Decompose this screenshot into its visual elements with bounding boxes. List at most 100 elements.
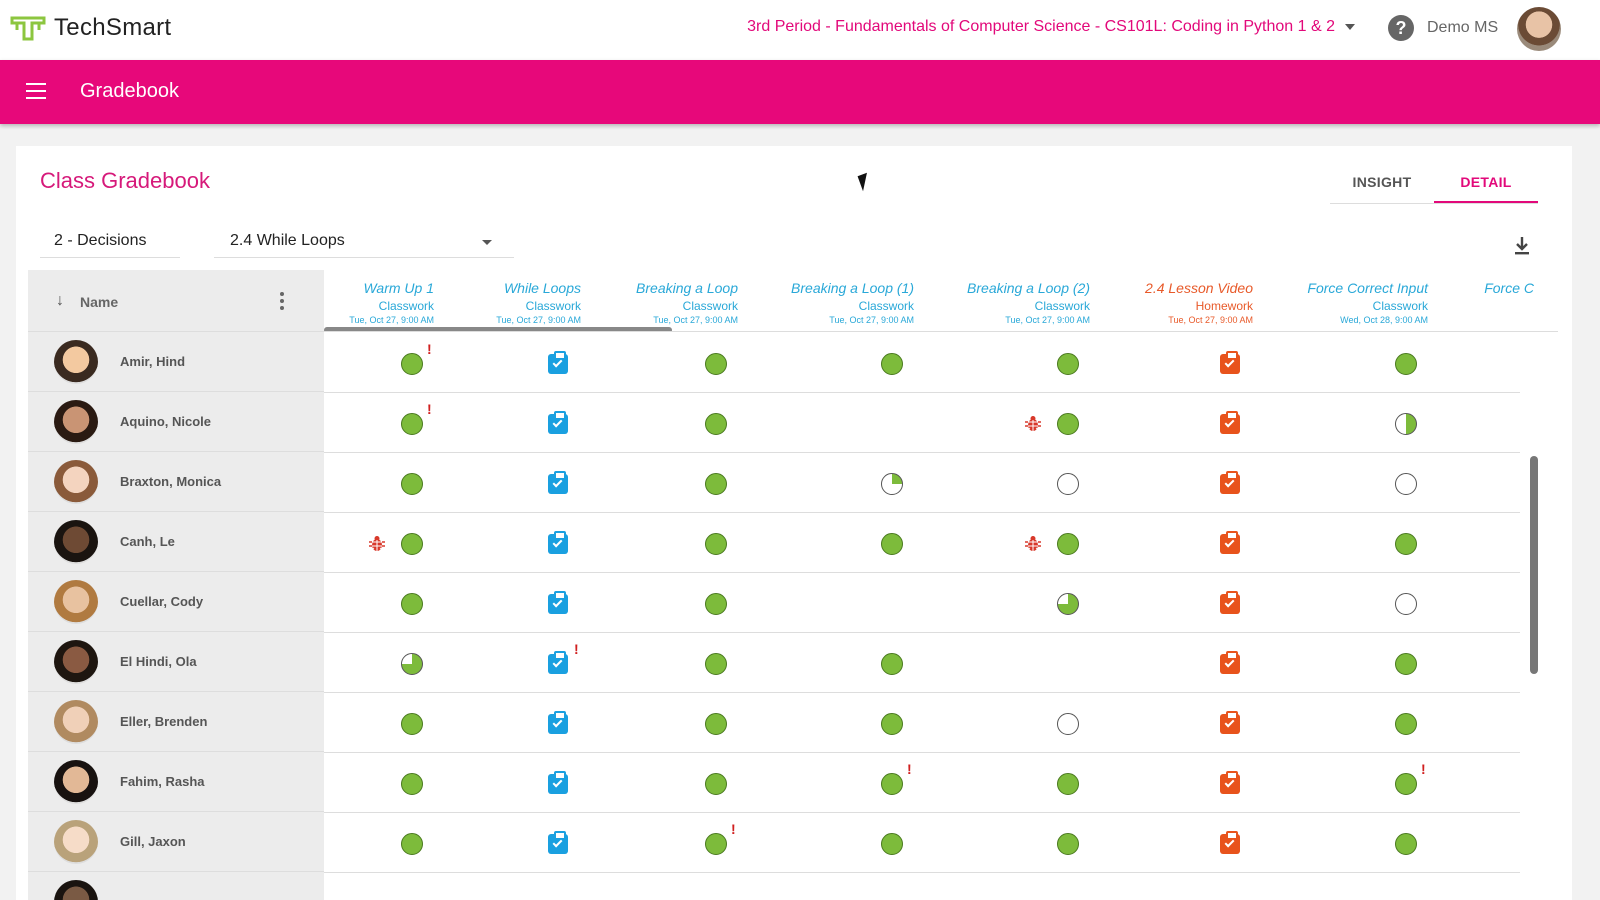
student-avatar (54, 460, 98, 504)
complete-dot-icon[interactable] (881, 833, 903, 855)
complete-dot-icon[interactable] (881, 533, 903, 555)
name-column-header[interactable]: ↓ Name (28, 270, 324, 332)
assignment-header[interactable]: Breaking a Loop Classwork Tue, Oct 27, 9:0… (588, 280, 738, 325)
student-row[interactable]: Cuellar, Cody (28, 572, 324, 632)
assignment-header[interactable]: Warm Up 1 Classwork Tue, Oct 27, 9:00 AM (324, 280, 434, 325)
complete-dot-icon[interactable] (705, 413, 727, 435)
clipboard-check-icon[interactable] (548, 771, 570, 795)
kebab-icon[interactable] (280, 292, 284, 310)
complete-dot-icon[interactable] (705, 593, 727, 615)
lesson-selector[interactable]: 2.4 While Loops (214, 228, 514, 258)
complete-dot-icon[interactable]: ! (705, 821, 736, 855)
tab-insight[interactable]: INSIGHT (1352, 174, 1412, 190)
exclamation-icon: ! (731, 821, 736, 837)
homework-check-icon[interactable] (1220, 351, 1242, 375)
complete-dot-icon[interactable] (1025, 413, 1079, 435)
partial-progress-icon[interactable] (881, 473, 903, 495)
complete-dot-icon[interactable] (705, 773, 727, 795)
complete-dot-icon[interactable] (401, 473, 423, 495)
assignment-header[interactable]: Breaking a Loop (2) Classwork Tue, Oct 27,… (930, 280, 1090, 325)
user-avatar[interactable] (1517, 7, 1561, 51)
course-selector[interactable]: 3rd Period - Fundamentals of Computer Sc… (747, 18, 1355, 36)
user-name[interactable]: Demo MS (1427, 19, 1499, 36)
not-started-icon[interactable] (1057, 473, 1079, 495)
student-row[interactable]: Fahim, Rasha (28, 752, 324, 812)
clipboard-check-icon[interactable] (548, 831, 570, 855)
complete-dot-icon[interactable] (401, 593, 423, 615)
clipboard-check-icon[interactable] (548, 711, 570, 735)
techsmart-logo-icon (10, 16, 46, 41)
student-row[interactable]: El Hindi, Ola (28, 632, 324, 692)
help-icon[interactable]: ? (1388, 15, 1414, 41)
complete-dot-icon[interactable] (369, 533, 423, 555)
complete-dot-icon[interactable] (401, 833, 423, 855)
clipboard-check-icon[interactable] (548, 351, 570, 375)
partial-progress-icon[interactable] (1057, 593, 1079, 615)
student-row[interactable]: Braxton, Monica (28, 452, 324, 512)
clipboard-check-icon[interactable] (548, 411, 570, 435)
assignment-header[interactable]: 2.4 Lesson Video Homework Tue, Oct 27, 9:0… (1103, 280, 1253, 325)
complete-dot-icon[interactable] (1395, 713, 1417, 735)
complete-dot-icon[interactable] (1395, 353, 1417, 375)
clipboard-check-icon[interactable] (548, 591, 570, 615)
homework-check-icon[interactable] (1220, 411, 1242, 435)
horizontal-scrollbar[interactable] (324, 327, 672, 331)
not-started-icon[interactable] (1395, 473, 1417, 495)
menu-icon[interactable] (26, 83, 46, 99)
complete-dot-icon[interactable] (1057, 773, 1079, 795)
complete-dot-icon[interactable]: ! (401, 341, 432, 375)
homework-check-icon[interactable] (1220, 831, 1242, 855)
complete-dot-icon[interactable] (881, 353, 903, 375)
student-row[interactable] (28, 872, 324, 900)
homework-check-icon[interactable] (1220, 651, 1242, 675)
not-started-icon[interactable] (1395, 593, 1417, 615)
homework-check-icon[interactable] (1220, 771, 1242, 795)
clipboard-check-icon[interactable] (548, 471, 570, 495)
homework-check-icon[interactable] (1220, 711, 1242, 735)
not-started-icon[interactable] (1057, 713, 1079, 735)
complete-dot-icon[interactable] (1025, 533, 1079, 555)
homework-check-icon[interactable] (1220, 591, 1242, 615)
clipboard-check-icon[interactable] (548, 531, 570, 555)
student-row[interactable]: Aquino, Nicole (28, 392, 324, 452)
download-icon[interactable] (1514, 236, 1530, 256)
assignment-header[interactable]: While Loops Classwork Tue, Oct 27, 9:00 AM (441, 280, 581, 325)
exclamation-icon: ! (574, 641, 579, 657)
partial-progress-icon[interactable] (1395, 413, 1417, 435)
vertical-scrollbar[interactable] (1530, 456, 1538, 674)
complete-dot-icon[interactable] (705, 533, 727, 555)
complete-dot-icon[interactable] (881, 653, 903, 675)
complete-dot-icon[interactable] (705, 473, 727, 495)
complete-dot-icon[interactable] (705, 713, 727, 735)
complete-dot-icon[interactable] (1057, 353, 1079, 375)
complete-dot-icon[interactable] (401, 713, 423, 735)
tab-detail[interactable]: DETAIL (1434, 160, 1538, 203)
arrow-down-icon[interactable]: ↓ (56, 292, 64, 309)
assignment-header[interactable]: Force Correct Input Classwork Wed, Oct 28,… (1258, 280, 1428, 325)
complete-dot-icon[interactable] (1057, 833, 1079, 855)
complete-dot-icon[interactable] (1395, 653, 1417, 675)
assignment-header[interactable]: Force C (1474, 280, 1534, 299)
homework-check-icon[interactable] (1220, 471, 1242, 495)
complete-dot-icon[interactable] (705, 353, 727, 375)
student-row[interactable]: Amir, Hind (28, 332, 324, 392)
complete-dot-icon[interactable] (401, 773, 423, 795)
clipboard-check-icon[interactable]: ! (548, 641, 579, 675)
complete-dot-icon[interactable]: ! (401, 401, 432, 435)
techsmart-logo[interactable]: TechSmart (10, 14, 171, 42)
assignment-header[interactable]: Breaking a Loop (1) Classwork Tue, Oct 27,… (754, 280, 914, 325)
complete-dot-icon[interactable]: ! (1395, 761, 1426, 795)
unit-selector[interactable]: 2 - Decisions (40, 228, 180, 258)
student-row[interactable]: Gill, Jaxon (28, 812, 324, 872)
assignment-title: Breaking a Loop (2) (967, 280, 1090, 296)
complete-dot-icon[interactable] (1395, 533, 1417, 555)
homework-check-icon[interactable] (1220, 531, 1242, 555)
complete-dot-icon[interactable] (705, 653, 727, 675)
bug-icon (1025, 536, 1041, 551)
student-row[interactable]: Eller, Brenden (28, 692, 324, 752)
complete-dot-icon[interactable] (881, 713, 903, 735)
complete-dot-icon[interactable]: ! (881, 761, 912, 795)
partial-progress-icon[interactable] (401, 653, 423, 675)
complete-dot-icon[interactable] (1395, 833, 1417, 855)
student-row[interactable]: Canh, Le (28, 512, 324, 572)
